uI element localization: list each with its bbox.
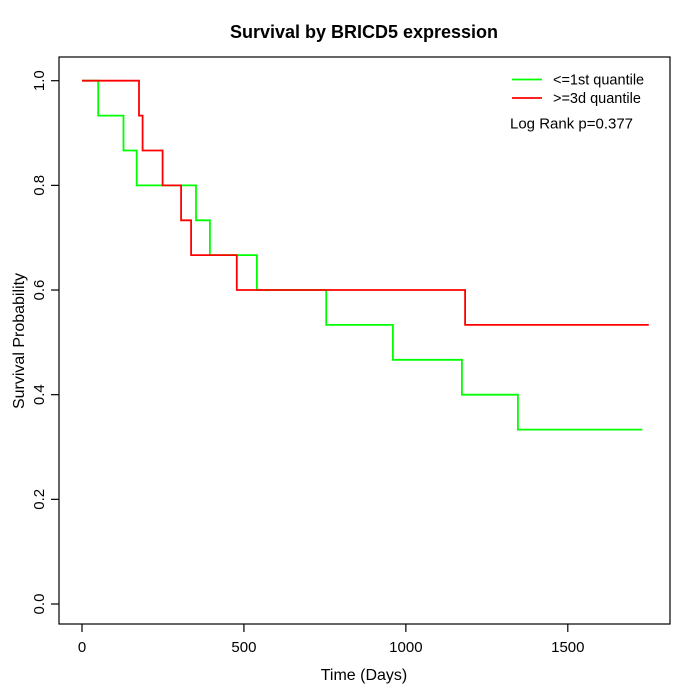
legend: <=1st quantile >=3d quantile Log Rank p=… [510,73,644,133]
y-tick-label: 0.2 [31,489,48,510]
km-curve-low-quantile [82,79,643,431]
legend-label-low-quantile: <=1st quantile [553,73,644,89]
logrank-annotation: Log Rank p=0.377 [510,116,633,133]
legend-label-high-quantile: >=3d quantile [553,91,641,107]
y-axis-ticks: 0.0 0.2 0.4 0.6 0.8 1.0 [31,70,59,614]
x-tick-label: 0 [78,639,86,656]
y-tick-label: 0.8 [31,175,48,196]
x-tick-label: 1000 [389,639,422,656]
chart-title: Survival by BRICD5 expression [230,22,498,42]
y-axis-label: Survival Probability [11,273,28,409]
x-axis-ticks: 0 500 1000 1500 [78,624,584,656]
plot-box [58,56,671,625]
x-axis-label: Time (Days) [321,667,408,684]
x-tick-label: 500 [231,639,256,656]
km-curve-high-quantile [82,79,649,326]
y-tick-label: 0.0 [31,594,48,615]
x-tick-label: 1500 [551,639,584,656]
y-tick-label: 1.0 [31,70,48,91]
y-tick-label: 0.6 [31,280,48,301]
y-tick-label: 0.4 [31,384,48,405]
